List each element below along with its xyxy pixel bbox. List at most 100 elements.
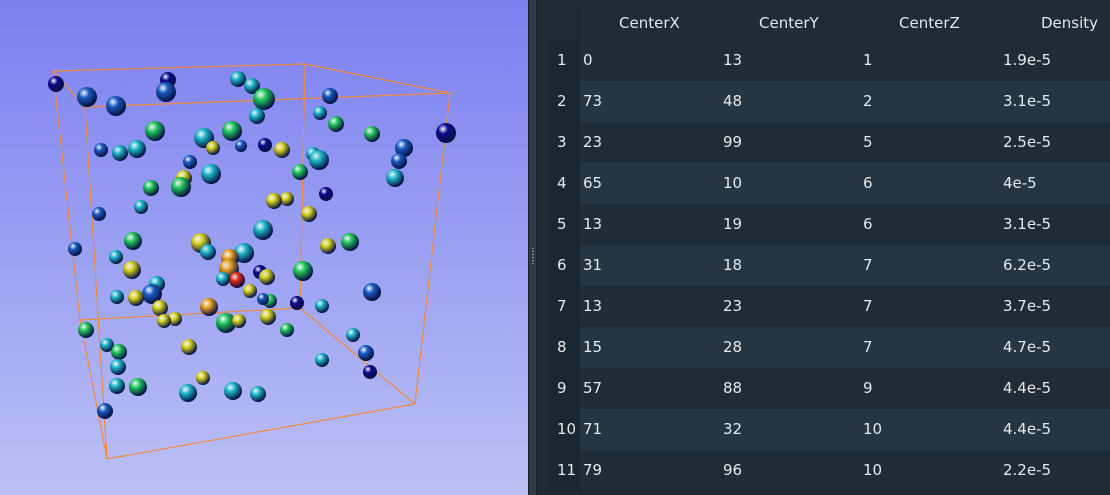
3d-viewport[interactable] [0, 0, 528, 495]
row-index[interactable]: 2 [547, 81, 580, 122]
table-row[interactable]: 5 13 19 6 3.1e-5 [547, 204, 1110, 245]
data-sphere [110, 290, 124, 304]
data-sphere [293, 261, 313, 281]
data-sphere [319, 187, 333, 201]
row-index[interactable]: 6 [547, 245, 580, 286]
data-sphere [171, 177, 191, 197]
cell-centerx[interactable]: 65 [583, 174, 603, 192]
data-sphere [224, 382, 242, 400]
data-sphere [157, 314, 171, 328]
column-header-centerx[interactable]: CenterX [619, 14, 680, 32]
scatter-3d-scene[interactable] [0, 0, 528, 495]
data-sphere [258, 138, 272, 152]
cell-centerx[interactable]: 79 [583, 461, 603, 479]
row-index[interactable]: 4 [547, 163, 580, 204]
cell-centery[interactable]: 13 [723, 51, 743, 69]
cell-centery[interactable]: 23 [723, 297, 743, 315]
column-header-density[interactable]: Density [1041, 14, 1099, 32]
table-row[interactable]: 2 73 48 2 3.1e-5 [547, 81, 1110, 122]
data-sphere [253, 88, 275, 110]
column-header-centerz[interactable]: CenterZ [899, 14, 960, 32]
data-sphere [266, 193, 282, 209]
cell-centery[interactable]: 99 [723, 133, 743, 151]
cell-centerz[interactable]: 7 [863, 297, 873, 315]
cell-centerx[interactable]: 73 [583, 92, 603, 110]
splitter-grip-icon[interactable] [532, 248, 534, 266]
data-sphere [341, 233, 359, 251]
cell-density[interactable]: 3.1e-5 [1003, 92, 1052, 110]
data-sphere [78, 322, 94, 338]
cell-centerz[interactable]: 6 [863, 174, 873, 192]
cell-centerz[interactable]: 10 [863, 420, 883, 438]
bounding-box-edge [52, 70, 81, 321]
table-row[interactable]: 3 23 99 5 2.5e-5 [547, 122, 1110, 163]
cell-centery[interactable]: 88 [723, 379, 743, 397]
cell-density[interactable]: 2.2e-5 [1003, 461, 1052, 479]
data-sphere [292, 164, 308, 180]
cell-density[interactable]: 4e-5 [1003, 174, 1037, 192]
cell-density[interactable]: 3.7e-5 [1003, 297, 1052, 315]
data-sphere [363, 365, 377, 379]
cell-centerx[interactable]: 71 [583, 420, 603, 438]
row-index[interactable]: 1 [547, 40, 580, 81]
row-index[interactable]: 8 [547, 327, 580, 368]
cell-centerz[interactable]: 9 [863, 379, 873, 397]
cell-centerz[interactable]: 10 [863, 461, 883, 479]
row-index[interactable]: 3 [547, 122, 580, 163]
cell-density[interactable]: 4.7e-5 [1003, 338, 1052, 356]
cell-centery[interactable]: 28 [723, 338, 743, 356]
cell-centerx[interactable]: 31 [583, 256, 603, 274]
row-index[interactable]: 5 [547, 204, 580, 245]
cell-centerx[interactable]: 13 [583, 297, 603, 315]
cell-centery[interactable]: 18 [723, 256, 743, 274]
data-sphere [123, 261, 141, 279]
table-row[interactable]: 7 13 23 7 3.7e-5 [547, 286, 1110, 327]
table-row[interactable]: 4 65 10 6 4e-5 [547, 163, 1110, 204]
cell-density[interactable]: 2.5e-5 [1003, 133, 1052, 151]
data-sphere [229, 272, 245, 288]
cell-centerz[interactable]: 1 [863, 51, 873, 69]
row-index[interactable]: 7 [547, 286, 580, 327]
cell-centerx[interactable]: 23 [583, 133, 603, 151]
cell-centerz[interactable]: 7 [863, 338, 873, 356]
cell-centerx[interactable]: 0 [583, 51, 593, 69]
data-sphere [156, 82, 176, 102]
cell-centery[interactable]: 19 [723, 215, 743, 233]
cell-centerz[interactable]: 6 [863, 215, 873, 233]
cell-centerx[interactable]: 15 [583, 338, 603, 356]
data-sphere [94, 143, 108, 157]
cell-density[interactable]: 4.4e-5 [1003, 420, 1052, 438]
cell-density[interactable]: 6.2e-5 [1003, 256, 1052, 274]
cell-centerx[interactable]: 57 [583, 379, 603, 397]
table-row[interactable]: 11 79 96 10 2.2e-5 [547, 450, 1110, 491]
panel-splitter[interactable] [528, 0, 537, 495]
spreadsheet-panel[interactable]: CenterX CenterY CenterZ Density 1 0 13 1… [537, 0, 1110, 495]
table-row[interactable]: 9 57 88 9 4.4e-5 [547, 368, 1110, 409]
cell-centerx[interactable]: 13 [583, 215, 603, 233]
table-row[interactable]: 1 0 13 1 1.9e-5 [547, 40, 1110, 81]
cell-density[interactable]: 4.4e-5 [1003, 379, 1052, 397]
header-corner[interactable] [547, 3, 580, 41]
cell-centerz[interactable]: 7 [863, 256, 873, 274]
cell-centery[interactable]: 96 [723, 461, 743, 479]
table-row[interactable]: 10 71 32 10 4.4e-5 [547, 409, 1110, 450]
row-index[interactable]: 9 [547, 368, 580, 409]
data-sphere [257, 293, 269, 305]
row-index[interactable]: 10 [547, 409, 580, 450]
cell-centery[interactable]: 48 [723, 92, 743, 110]
data-sphere [109, 250, 123, 264]
data-sphere [274, 142, 290, 158]
cell-density[interactable]: 3.1e-5 [1003, 215, 1052, 233]
cell-centerz[interactable]: 5 [863, 133, 873, 151]
cell-centerz[interactable]: 2 [863, 92, 873, 110]
row-index[interactable]: 11 [547, 450, 580, 491]
bounding-box-edge [304, 63, 451, 94]
cell-density[interactable]: 1.9e-5 [1003, 51, 1052, 69]
cell-centery[interactable]: 32 [723, 420, 743, 438]
cell-centery[interactable]: 10 [723, 174, 743, 192]
data-sphere [358, 345, 374, 361]
column-header-centery[interactable]: CenterY [759, 14, 819, 32]
data-sphere [235, 140, 247, 152]
table-row[interactable]: 6 31 18 7 6.2e-5 [547, 245, 1110, 286]
table-row[interactable]: 8 15 28 7 4.7e-5 [547, 327, 1110, 368]
